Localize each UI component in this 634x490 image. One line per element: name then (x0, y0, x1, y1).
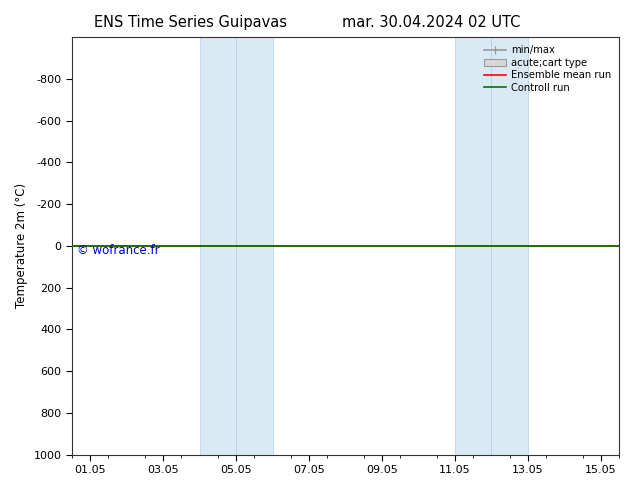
Bar (455, 37, 491, 455)
Y-axis label: Temperature 2m (°C): Temperature 2m (°C) (15, 183, 28, 308)
Text: © wofrance.fr: © wofrance.fr (77, 244, 160, 257)
Legend: min/max, acute;cart type, Ensemble mean run, Controll run: min/max, acute;cart type, Ensemble mean … (481, 42, 614, 96)
Text: mar. 30.04.2024 02 UTC: mar. 30.04.2024 02 UTC (342, 15, 521, 30)
Bar (200, 37, 236, 455)
Text: ENS Time Series Guipavas: ENS Time Series Guipavas (94, 15, 287, 30)
Bar (491, 37, 528, 455)
Bar (236, 37, 273, 455)
